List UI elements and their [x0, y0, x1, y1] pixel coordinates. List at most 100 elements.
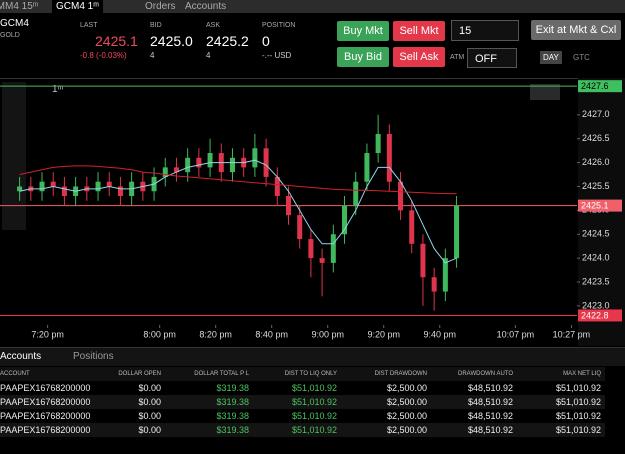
cell: PAAPEX16768200000	[0, 411, 91, 421]
label: ATM	[450, 54, 465, 61]
interval[interactable]: 1ᵐ	[52, 84, 64, 95]
candle-body	[330, 234, 336, 263]
ask-size: 4	[206, 51, 211, 60]
tab-bar: YMM4 15ᵐ GCM4 1ᵐ Orders Accounts	[0, 0, 625, 13]
candle-body	[297, 215, 303, 240]
panel-tabs: Accounts Positions	[0, 347, 625, 366]
candle-body	[162, 167, 168, 177]
y-tick-label: 2426.0	[582, 157, 610, 167]
cell: $2,500.00	[386, 411, 427, 421]
candle-body	[454, 205, 460, 259]
y-tick-label: 2423.5	[582, 276, 610, 286]
candle-body	[375, 133, 381, 154]
moving-average	[19, 159, 457, 264]
candle-body	[39, 181, 45, 192]
price-tag-label: 2427.6	[581, 81, 609, 91]
column-header: DIST TO LIQ ONLY	[253, 367, 341, 381]
tab[interactable]: YMM4 15ᵐ	[0, 1, 39, 12]
candle-body	[117, 186, 123, 197]
column-header: MAX NET LIQ	[517, 367, 605, 381]
table-row: PAAPEX16768200000 $0.00 $319.38 $51,010.92 $…	[0, 409, 605, 423]
last-price: 2425.1	[95, 33, 138, 49]
x-tick-label: 7:20 pm	[31, 329, 64, 339]
column-header: DIST DRAWDOWN	[341, 367, 431, 381]
symbol-name: GOLD	[0, 32, 20, 39]
change: -0.8 (-0.03%)	[80, 51, 127, 60]
tab[interactable]: Orders	[145, 1, 176, 12]
tab[interactable]: GCM4 1ᵐ	[52, 0, 103, 13]
cell: $51,010.92	[291, 411, 337, 421]
price-tag	[578, 199, 622, 212]
y-tick-label: 2425.5	[582, 181, 610, 191]
x-tick-label: 10:27 pm	[553, 329, 591, 339]
label: LAST	[80, 22, 98, 29]
label: BID	[150, 22, 162, 29]
column-header: DRAWDOWN AUTO	[431, 367, 517, 381]
x-tick-label: 9:40 pm	[423, 329, 456, 339]
y-tick-label: 2427.0	[582, 109, 610, 119]
cell: $51,010.92	[253, 395, 341, 409]
scroll-button[interactable]	[530, 84, 560, 100]
panel-tab[interactable]: Accounts	[0, 351, 42, 362]
price-tag-label: 2425.1	[581, 200, 609, 210]
candle-body	[364, 153, 370, 182]
panel-tab[interactable]: Positions	[73, 351, 114, 362]
cell: $48,510.92	[431, 423, 517, 437]
sell-ask[interactable]: Sell Ask	[393, 47, 445, 67]
price-tag-label: 2422.8	[581, 310, 609, 320]
candle-body	[431, 277, 437, 292]
price-tag	[578, 80, 622, 93]
label: POSITION	[262, 22, 296, 29]
cell: $319.38	[216, 411, 249, 421]
candle-body	[398, 181, 404, 211]
label: ASK	[206, 22, 221, 29]
axis-panel	[578, 78, 625, 346]
tif-day[interactable]: DAY	[540, 51, 562, 64]
table-row: PAAPEX16768200000 $0.00 $319.38 $51,010.92 $…	[0, 381, 605, 395]
candle-body	[386, 133, 392, 182]
cell: $51,010.92	[555, 411, 601, 421]
candle-body	[252, 148, 258, 168]
candle-body	[319, 258, 325, 263]
column-header: ACCOUNT	[0, 367, 105, 381]
divider	[0, 78, 625, 79]
cell: $48,510.92	[467, 383, 513, 393]
table-row: PAAPEX16768200000 $0.00 $319.38 $51,010.92 $…	[0, 423, 605, 437]
cell: $0.00	[138, 411, 161, 421]
candle-body	[353, 181, 359, 206]
candle-body	[106, 181, 112, 187]
price-tag	[578, 309, 622, 322]
candle-body	[61, 186, 67, 197]
cell: $2,500.00	[341, 395, 431, 409]
exit-button[interactable]: Exit at Mkt & Cxl	[531, 20, 621, 40]
x-tick-label: 9:00 pm	[311, 329, 344, 339]
tab[interactable]: Accounts	[185, 1, 227, 12]
candle-body	[17, 186, 23, 192]
sell-market[interactable]: Sell Mkt	[393, 21, 445, 41]
column-header: DOLLAR TOTAL P L	[165, 367, 253, 381]
candle-body	[342, 205, 348, 235]
candle-body	[173, 167, 179, 173]
cell: $319.38	[165, 423, 253, 437]
candle-body	[409, 210, 415, 244]
y-tick-label: 2426.5	[582, 133, 610, 143]
buy-bid[interactable]: Buy Bid	[337, 47, 389, 67]
buy-market[interactable]: Buy Mkt	[337, 21, 389, 41]
cell: $51,010.92	[253, 423, 341, 437]
cell: $0.00	[138, 383, 161, 393]
cell: $48,510.92	[431, 395, 517, 409]
moving-average	[19, 165, 457, 195]
x-tick-label: 8:00 pm	[143, 329, 176, 339]
symbol: GCM4	[0, 18, 29, 29]
y-tick-label: 2423.0	[582, 300, 610, 310]
x-tick-label: 9:20 pm	[367, 329, 400, 339]
candle-body	[50, 181, 56, 187]
cell: $51,010.92	[555, 383, 601, 393]
ask: 2425.2	[206, 33, 249, 49]
tif-gtc[interactable]: GTC	[573, 53, 590, 62]
y-tick-label: 2424.5	[582, 229, 610, 239]
cell: $2,500.00	[386, 383, 427, 393]
quantity[interactable]: 15	[451, 20, 519, 41]
atm-select[interactable]: OFF	[467, 48, 517, 68]
